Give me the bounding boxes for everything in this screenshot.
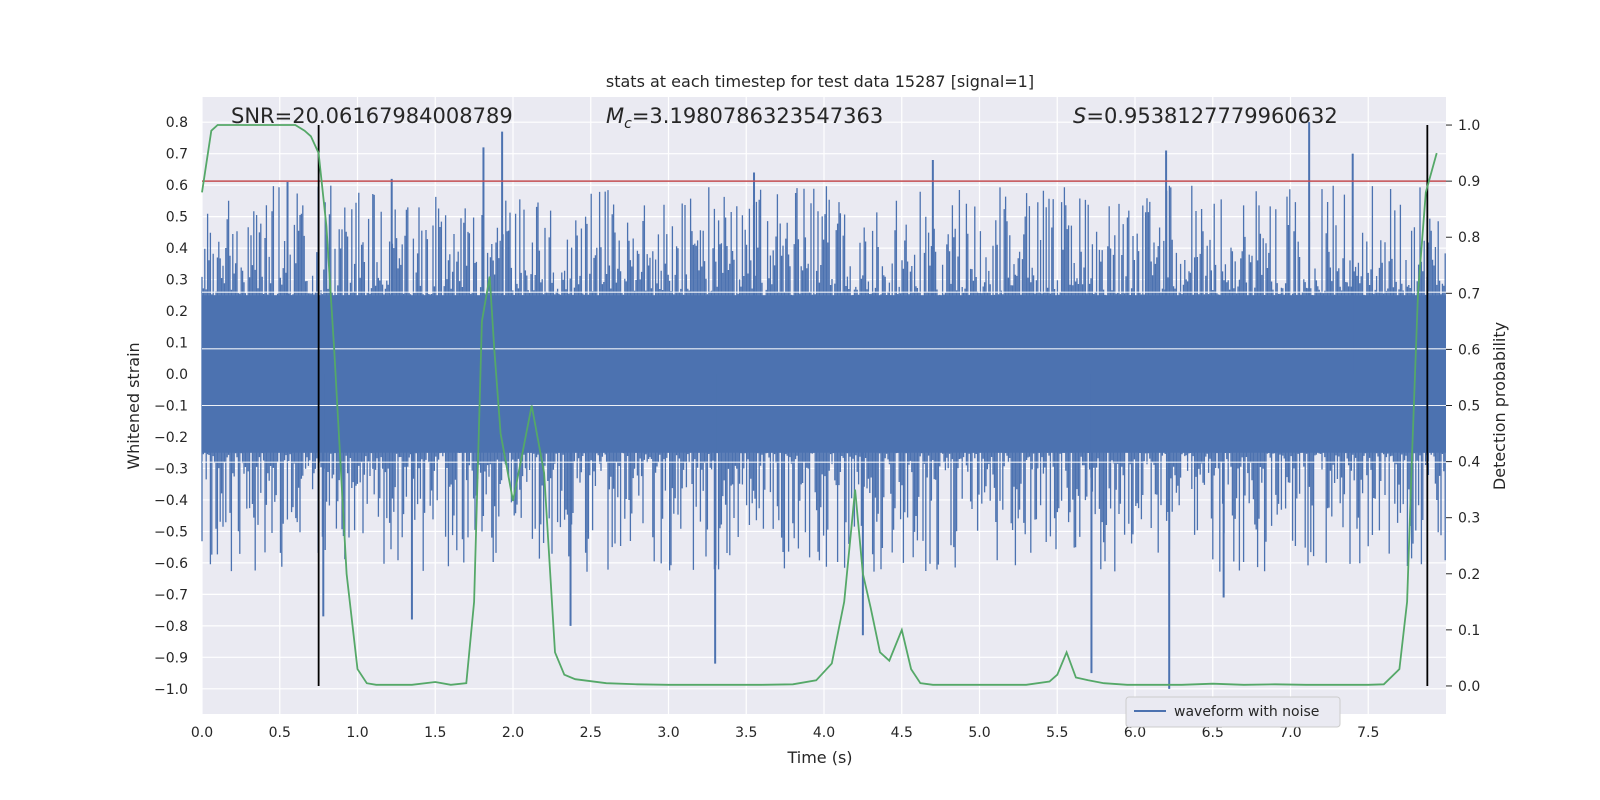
- left-tick-label: 0.4: [166, 241, 188, 257]
- right-tick-label: 0.7: [1458, 286, 1480, 302]
- left-tick-label: 0.6: [166, 178, 188, 194]
- x-axis-ticks: 0.0 0.5 1.0 1.5 2.0 2.5 3.0 3.5 4.0 4.5 5.0 5.5 6.0 6…: [191, 725, 1380, 741]
- x-tick-label: 1.0: [346, 725, 368, 741]
- left-tick-label: 0.0: [166, 367, 188, 383]
- right-axis-label: Detection probability: [1490, 322, 1509, 490]
- left-tick-label: −0.2: [154, 430, 188, 446]
- right-tick-label: 0.8: [1458, 230, 1480, 246]
- right-tick-label: 0.3: [1458, 511, 1480, 527]
- left-tick-label: −0.7: [154, 587, 188, 603]
- right-tick-label: 1.0: [1458, 118, 1480, 134]
- snr-annotation: SNR=20.06167984008789: [231, 104, 513, 128]
- x-axis-label: Time (s): [786, 748, 852, 767]
- x-tick-label: 3.0: [657, 725, 679, 741]
- left-tick-label: 0.2: [166, 304, 188, 320]
- x-tick-label: 6.5: [1202, 725, 1224, 741]
- x-tick-label: 4.5: [891, 725, 913, 741]
- chart-title: stats at each timestep for test data 152…: [606, 72, 1034, 91]
- s-annotation: S=0.9538127779960632: [1073, 104, 1338, 128]
- left-tick-label: −0.9: [154, 650, 188, 666]
- mc-subscript: c: [624, 116, 632, 132]
- left-axis-ticks: 0.8 0.7 0.6 0.5 0.4 0.3 0.2 0.1 0.0 −0.1 −0.2 −0.3 −…: [154, 115, 188, 698]
- x-tick-label: 5.5: [1046, 725, 1068, 741]
- legend-box: [1125, 696, 1341, 728]
- left-tick-label: −0.5: [154, 524, 188, 540]
- x-tick-label: 2.0: [502, 725, 524, 741]
- left-tick-label: 0.7: [166, 147, 188, 163]
- left-tick-label: 0.1: [166, 336, 188, 352]
- right-tick-label: 0.9: [1458, 174, 1480, 190]
- waveform-noise-line: [201, 185, 1446, 572]
- x-tick-label: 3.5: [735, 725, 757, 741]
- threshold-and-probability: [201, 124, 1446, 686]
- right-tick-label: 0.6: [1458, 342, 1480, 358]
- left-tick-label: −0.1: [154, 399, 188, 415]
- mc-value: =3.1980786323547363: [632, 104, 883, 128]
- right-tick-label: 0.1: [1458, 623, 1480, 639]
- mc-symbol: M: [606, 104, 624, 128]
- x-tick-label: 2.5: [580, 725, 602, 741]
- left-tick-label: −0.4: [154, 493, 188, 509]
- right-tick-label: 0.0: [1458, 679, 1480, 695]
- x-tick-label: 0.5: [269, 725, 291, 741]
- left-tick-label: −0.8: [154, 619, 188, 635]
- x-tick-label: 4.0: [813, 725, 835, 741]
- s-symbol: S: [1073, 104, 1086, 128]
- left-axis-label: Whitened strain: [124, 342, 143, 469]
- left-tick-label: 0.8: [166, 115, 188, 131]
- x-tick-label: 5.0: [968, 725, 990, 741]
- x-tick-label: 7.5: [1357, 725, 1379, 741]
- left-tick-label: 0.5: [166, 210, 188, 226]
- left-tick-label: −0.6: [154, 556, 188, 572]
- probability-line: [201, 124, 1438, 686]
- legend: waveform with noise: [1125, 696, 1341, 728]
- left-tick-label: 0.3: [166, 273, 188, 289]
- legend-label: waveform with noise: [1174, 704, 1319, 720]
- left-tick-label: −0.3: [154, 461, 188, 477]
- waveform-series: [201, 122, 1446, 689]
- x-tick-label: 6.0: [1124, 725, 1146, 741]
- left-tick-label: −1.0: [154, 682, 188, 698]
- right-tick-label: 0.5: [1458, 399, 1480, 415]
- chirp-mass-annotation: Mc=3.1980786323547363: [606, 104, 883, 132]
- right-tick-label: 0.4: [1458, 455, 1480, 471]
- x-tick-label: 7.0: [1279, 725, 1301, 741]
- right-axis-ticks: 1.0 0.9 0.8 0.7 0.6 0.5 0.4 0.3 0.2 0.1 0.0: [1446, 118, 1480, 695]
- right-tick-label: 0.2: [1458, 567, 1480, 583]
- s-value: =0.9538127779960632: [1086, 104, 1337, 128]
- x-tick-label: 1.5: [424, 725, 446, 741]
- x-tick-label: 0.0: [191, 725, 213, 741]
